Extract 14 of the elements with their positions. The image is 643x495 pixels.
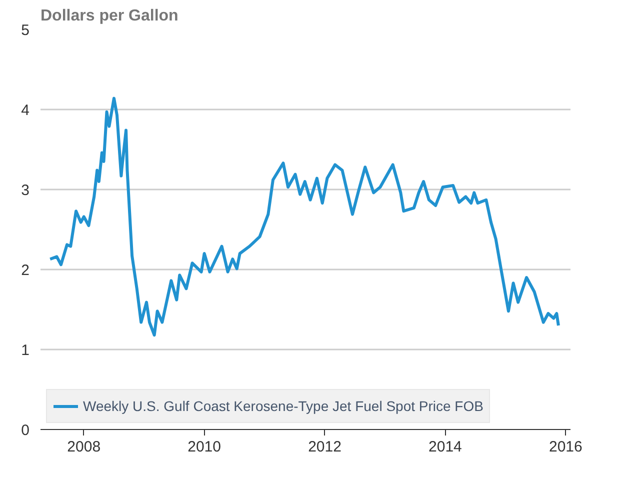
x-tick-label: 2016 [548, 438, 582, 456]
line-series [48, 96, 560, 337]
y-axis-title: Dollars per Gallon [40, 8, 178, 24]
y-tick-label: 4 [21, 102, 30, 119]
legend-label: Weekly U.S. Gulf Coast Kerosene-Type Jet Fuel Spot Price FOB [83, 398, 484, 414]
x-tick-label: 2012 [308, 438, 342, 456]
y-tick-label: 3 [21, 182, 30, 199]
y-tick-label: 5 [21, 22, 30, 39]
x-tick-label: 2010 [188, 438, 222, 456]
y-tick-label: 0 [21, 422, 30, 439]
x-tick-label: 2008 [67, 438, 101, 456]
y-tick-label: 1 [21, 342, 30, 359]
y-tick-label: 2 [21, 262, 30, 279]
x-tick-label: 2014 [428, 438, 462, 456]
